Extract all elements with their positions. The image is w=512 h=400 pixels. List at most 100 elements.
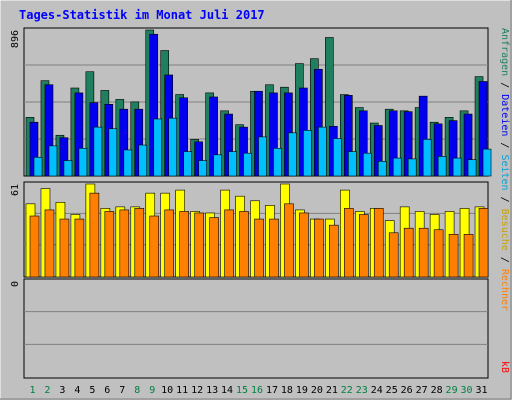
bar-seiten-day-24 [377, 161, 387, 177]
bar-rechner-day-20 [314, 218, 324, 278]
bar-rechner-day-10 [164, 209, 175, 278]
bar-seiten-day-17 [273, 147, 282, 177]
x-tick-label-day-24: 24 [371, 385, 383, 396]
bar-rechner-day-8 [134, 208, 145, 278]
bar-rechner-day-21 [329, 224, 339, 278]
panel-visits: 61 [10, 181, 489, 278]
bar-seiten-day-22 [348, 151, 357, 177]
bar-seiten-day-7 [123, 149, 133, 177]
bar-rechner-day-4 [74, 218, 85, 278]
x-tick-label-day-12: 12 [191, 385, 203, 396]
bar-seiten-day-13 [213, 154, 222, 177]
x-tick-label-day-18: 18 [281, 385, 293, 396]
bar-seiten-day-11 [183, 151, 192, 177]
x-tick-label-day-11: 11 [176, 385, 188, 396]
bar-rechner-day-27 [418, 227, 429, 278]
x-tick-label-day-20: 20 [311, 385, 323, 396]
x-tick-label-day-14: 14 [221, 385, 233, 396]
x-axis-tick-labels: 1 2 3 4 5 6 7 8 9 10 11 12 13 14 15 16 17 18 19 20 21 22 23 24 2… [29, 385, 487, 396]
x-tick-label-day-23: 23 [356, 385, 368, 396]
bar-seiten-day-23 [362, 152, 372, 177]
bar-rechner-day-22 [344, 208, 354, 278]
chart-title: Tages-Statistik im Monat Juli 2017 [19, 8, 265, 22]
bar-rechner-day-31 [478, 208, 489, 278]
x-tick-label-day-31: 31 [475, 385, 487, 396]
bar-rechner-day-23 [358, 214, 369, 278]
bar-seiten-day-3 [63, 160, 73, 177]
bar-rechner-day-25 [388, 232, 399, 278]
x-tick-label-day-4: 4 [74, 385, 80, 396]
bar-rechner-day-11 [179, 211, 189, 278]
x-tick-label-day-19: 19 [296, 385, 308, 396]
x-tick-label-day-29: 29 [446, 385, 458, 396]
x-tick-label-day-16: 16 [251, 385, 263, 396]
bar-rechner-day-14 [224, 209, 234, 278]
chart-panels: 896 61 0 [10, 27, 492, 379]
x-tick-label-day-7: 7 [119, 385, 125, 396]
bar-seiten-day-9 [153, 118, 163, 177]
bar-seiten-day-30 [467, 159, 477, 177]
bar-rechner-day-18 [284, 203, 294, 278]
panel-frame-kb [23, 278, 489, 379]
bar-seiten-day-12 [198, 160, 207, 177]
legend-besuche: Besuche [499, 209, 510, 251]
bar-seiten-day-10 [168, 117, 178, 177]
bar-rechner-day-5 [89, 192, 100, 278]
bar-rechner-day-17 [269, 218, 279, 278]
bar-seiten-day-26 [407, 158, 417, 177]
bar-seiten-day-14 [228, 151, 237, 177]
bar-rechner-day-13 [209, 217, 219, 278]
bar-rechner-day-9 [149, 215, 160, 278]
bar-seiten-day-19 [303, 130, 312, 177]
x-tick-label-day-17: 17 [266, 385, 278, 396]
bar-seiten-day-28 [437, 156, 447, 177]
bar-rechner-day-28 [433, 229, 444, 278]
x-tick-label-day-10: 10 [161, 385, 173, 396]
bar-seiten-day-16 [258, 136, 267, 177]
bar-seiten-day-27 [422, 139, 432, 177]
bar-rechner-day-12 [194, 212, 204, 278]
bar-rechner-day-1 [29, 215, 40, 278]
x-tick-label-day-3: 3 [59, 385, 65, 396]
y-max-label-kb: 0 [10, 281, 21, 287]
x-tick-label-day-26: 26 [401, 385, 413, 396]
panel-hits: 896 [10, 27, 492, 177]
x-tick-label-day-28: 28 [431, 385, 443, 396]
bar-seiten-day-21 [333, 138, 342, 177]
legend-rechner: Rechner [499, 269, 510, 311]
bar-seiten-day-15 [243, 152, 252, 177]
bar-seiten-day-31 [482, 148, 492, 177]
legend-dateien: Dateien [499, 94, 510, 136]
bar-seiten-day-18 [288, 132, 297, 177]
bar-seiten-day-8 [138, 144, 148, 177]
bar-rechner-day-19 [299, 212, 309, 278]
x-tick-label-day-1: 1 [29, 385, 35, 396]
x-tick-label-day-15: 15 [236, 385, 248, 396]
right-side-legend: Anfragen / Dateien / Seiten / Besuche / … [499, 28, 510, 311]
bar-rechner-day-3 [59, 218, 70, 278]
bar-rechner-day-15 [239, 211, 249, 278]
legend-anfragen: Anfragen [499, 28, 510, 76]
x-tick-label-day-8: 8 [134, 385, 140, 396]
x-tick-label-day-30: 30 [461, 385, 473, 396]
legend-separator: / [499, 191, 510, 209]
x-tick-label-day-9: 9 [149, 385, 155, 396]
y-max-label-visits: 61 [10, 184, 21, 196]
bar-seiten-day-2 [48, 145, 58, 177]
bar-rechner-day-6 [104, 211, 115, 278]
legend-seiten: Seiten [499, 154, 510, 190]
bar-rechner-day-16 [254, 218, 264, 278]
bar-rechner-day-30 [463, 234, 474, 278]
x-tick-label-day-22: 22 [341, 385, 353, 396]
y-max-label-hits: 896 [10, 30, 21, 48]
legend-separator: / [499, 76, 510, 94]
legend-separator: / [499, 136, 510, 154]
bar-rechner-day-24 [373, 208, 384, 278]
bar-seiten-day-20 [318, 126, 327, 177]
x-tick-label-day-27: 27 [416, 385, 428, 396]
bar-seiten-day-25 [392, 157, 402, 177]
panel-kb: 0 [10, 278, 489, 379]
bar-seiten-day-6 [108, 128, 118, 177]
legend-separator: / [499, 251, 510, 269]
